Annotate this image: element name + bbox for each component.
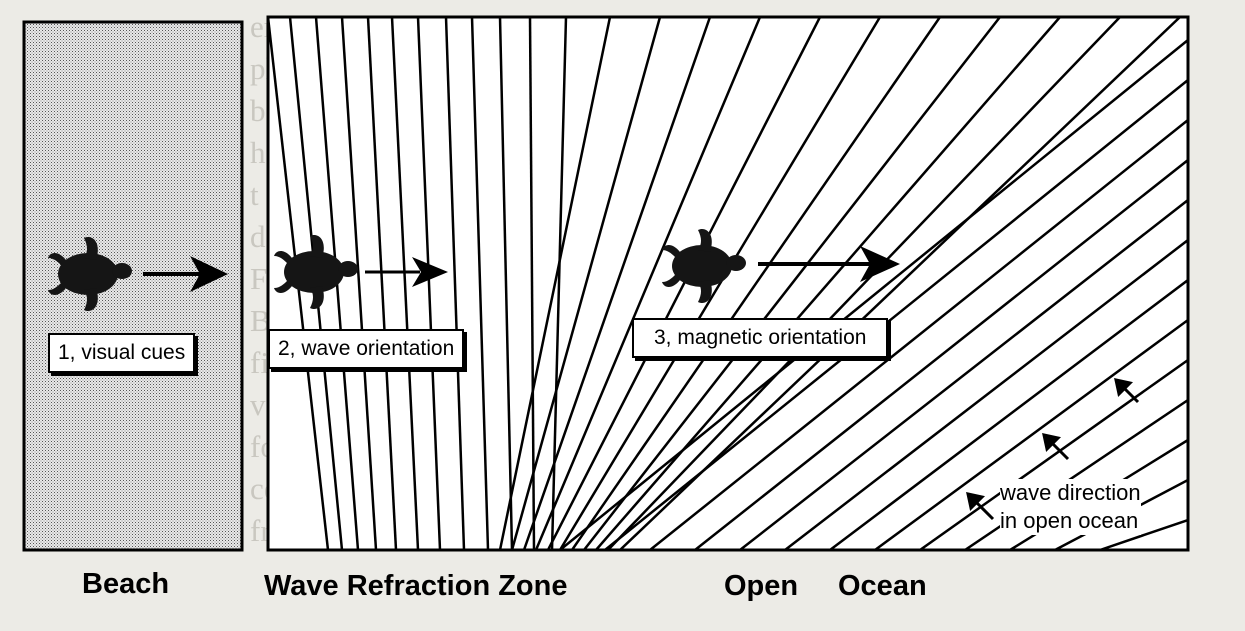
beach-panel [24, 22, 242, 550]
wave-legend-line1: wave direction [1000, 479, 1141, 507]
wave-direction-legend: wave direction in open ocean [1000, 479, 1141, 535]
ocean-zone-label: Ocean [838, 570, 927, 603]
open-zone-label: Open [724, 570, 798, 603]
beach-zone-label: Beach [82, 568, 169, 601]
wave-legend-line2: in open ocean [1000, 507, 1141, 535]
magnetic-orientation-label: 3, magnetic orientation [632, 318, 888, 358]
visual-cues-label: 1, visual cues [48, 333, 195, 373]
refraction-zone-label: Wave Refraction Zone [264, 570, 567, 603]
wave-orientation-label: 2, wave orientation [268, 329, 464, 369]
